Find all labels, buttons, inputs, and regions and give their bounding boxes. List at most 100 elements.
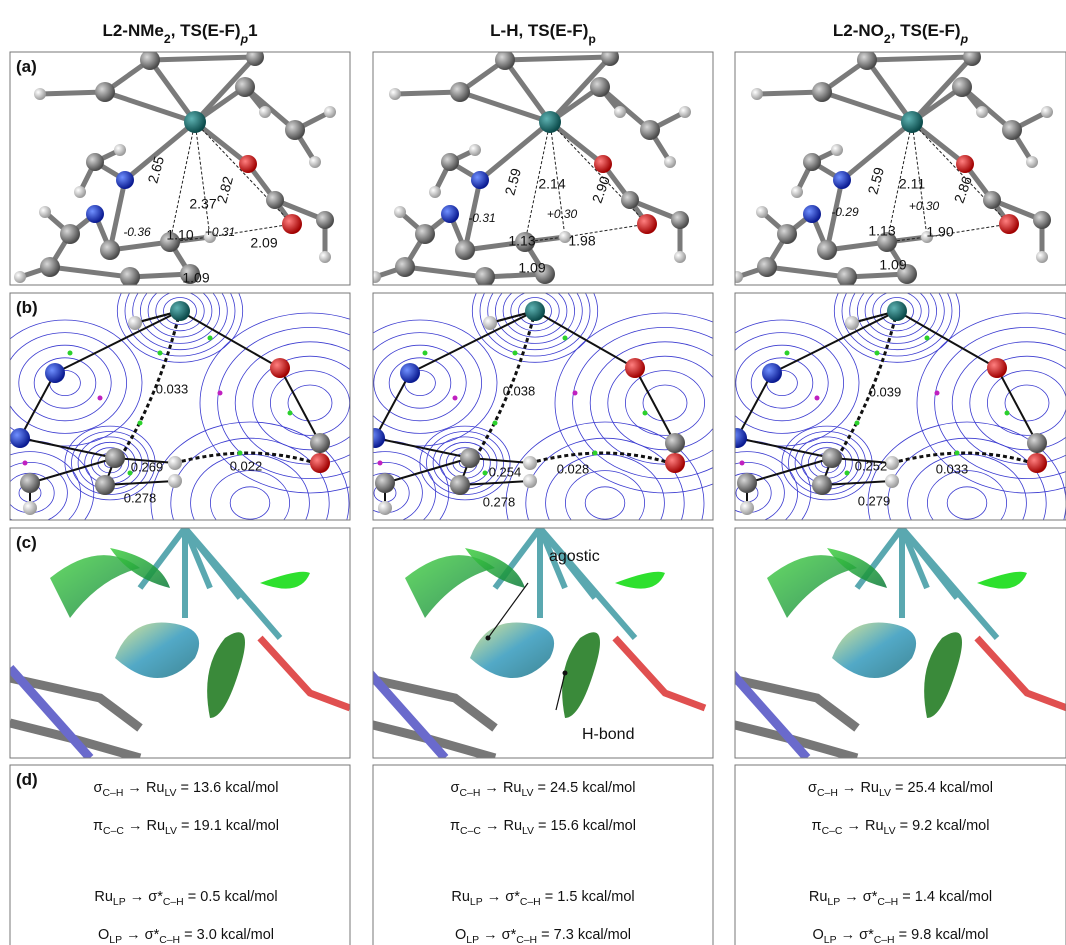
text-segment: → Ru bbox=[123, 780, 164, 796]
atom bbox=[120, 267, 140, 287]
nbo-line: σC–H → RuLV = 24.5 kcal/mol bbox=[451, 780, 636, 799]
text-segment: σ bbox=[451, 780, 460, 796]
text-segment: = 3.0 kcal/mol bbox=[180, 927, 274, 943]
atom bbox=[168, 474, 182, 488]
molecule bbox=[369, 48, 691, 287]
atom bbox=[621, 191, 639, 209]
text-segment: → Ru bbox=[480, 780, 521, 796]
atom bbox=[952, 77, 972, 97]
atom bbox=[640, 120, 660, 140]
distance-label: 2.59 bbox=[501, 166, 524, 197]
distance-label: 2.09 bbox=[250, 235, 277, 251]
atom bbox=[282, 214, 302, 234]
panel-label: (c) bbox=[16, 533, 37, 552]
contour bbox=[751, 358, 813, 408]
density-label: 0.278 bbox=[483, 494, 516, 509]
nci-surface bbox=[562, 632, 600, 718]
text-segment: → Ru bbox=[124, 818, 165, 834]
text-segment: σ bbox=[808, 780, 817, 796]
density-label: 0.033 bbox=[156, 381, 189, 396]
bond-path bbox=[997, 368, 1037, 443]
text-segment: 1 bbox=[248, 21, 257, 40]
atom bbox=[266, 191, 284, 209]
critical-point bbox=[68, 351, 73, 356]
text-segment: p bbox=[960, 32, 969, 46]
critical-point bbox=[138, 421, 143, 426]
density-label: 0.278 bbox=[124, 490, 157, 505]
text-segment: C–H bbox=[817, 788, 838, 799]
text-segment: σ bbox=[94, 780, 103, 796]
distance-label: -0.36 bbox=[123, 225, 151, 239]
column-header: L2-NO2, TS(E-F)p bbox=[833, 21, 969, 46]
contour bbox=[947, 487, 987, 519]
distance-label: 1.13 bbox=[508, 233, 535, 249]
text-segment: → Ru bbox=[481, 818, 522, 834]
atom bbox=[105, 448, 125, 468]
atom bbox=[324, 106, 336, 118]
nci-surface bbox=[832, 622, 916, 678]
density-label: 0.279 bbox=[858, 493, 891, 508]
atom bbox=[822, 448, 842, 468]
atom bbox=[1027, 453, 1047, 473]
nci-plot bbox=[365, 528, 705, 758]
atom bbox=[450, 475, 470, 495]
bond-path bbox=[280, 368, 320, 443]
bond-path bbox=[375, 438, 470, 458]
ring-point bbox=[453, 396, 458, 401]
bond-path bbox=[635, 368, 675, 443]
distance-label: 2.90 bbox=[589, 174, 613, 205]
atom bbox=[395, 257, 415, 277]
panel-label: (d) bbox=[16, 770, 38, 789]
critical-point bbox=[563, 336, 568, 341]
bond-path bbox=[535, 311, 635, 368]
critical-point bbox=[845, 471, 850, 476]
bond-path bbox=[737, 438, 832, 458]
critical-point bbox=[158, 351, 163, 356]
text-segment: LP bbox=[113, 897, 126, 908]
bond bbox=[405, 267, 485, 277]
text-segment: C–C bbox=[822, 826, 843, 837]
critical-point bbox=[643, 411, 648, 416]
atom bbox=[270, 358, 290, 378]
distance-label: +0.30 bbox=[547, 207, 578, 221]
text-segment: LP bbox=[824, 935, 837, 945]
atom bbox=[471, 171, 489, 189]
density-label: 0.039 bbox=[869, 384, 902, 399]
nci-surface bbox=[470, 622, 554, 678]
atom bbox=[316, 211, 334, 229]
atom bbox=[310, 433, 330, 453]
atom bbox=[751, 88, 763, 100]
nci-surface bbox=[207, 632, 245, 718]
critical-point bbox=[855, 421, 860, 426]
atom bbox=[415, 224, 435, 244]
ring-point bbox=[378, 461, 383, 466]
atom bbox=[10, 428, 30, 448]
critical-point bbox=[785, 351, 790, 356]
atom bbox=[483, 316, 497, 330]
nbo-line: πC–C → RuLV = 19.1 kcal/mol bbox=[93, 818, 279, 837]
nci-surface bbox=[260, 572, 310, 589]
contour bbox=[927, 471, 1006, 536]
nbo-line: OLP → σ*C–H = 7.3 kcal/mol bbox=[455, 927, 631, 945]
atom bbox=[95, 82, 115, 102]
atom bbox=[665, 453, 685, 473]
contour bbox=[585, 487, 625, 519]
bond bbox=[767, 267, 847, 277]
nbo-line: πC–C → RuLV = 15.6 kcal/mol bbox=[450, 818, 636, 837]
atom bbox=[665, 433, 685, 453]
contour bbox=[218, 327, 403, 478]
atom bbox=[727, 428, 747, 448]
atom bbox=[731, 271, 743, 283]
contour bbox=[230, 487, 270, 519]
text-segment: , TS(E-F) bbox=[891, 21, 961, 40]
atom bbox=[460, 448, 480, 468]
critical-point bbox=[493, 421, 498, 426]
text-segment: C–H bbox=[460, 788, 481, 799]
stick bbox=[615, 638, 705, 708]
distance-label: 2.11 bbox=[899, 176, 925, 192]
atom bbox=[803, 205, 821, 223]
text-segment: O bbox=[98, 927, 109, 943]
atom bbox=[285, 120, 305, 140]
nbo-line: σC–H → RuLV = 13.6 kcal/mol bbox=[94, 780, 279, 799]
atom bbox=[389, 88, 401, 100]
